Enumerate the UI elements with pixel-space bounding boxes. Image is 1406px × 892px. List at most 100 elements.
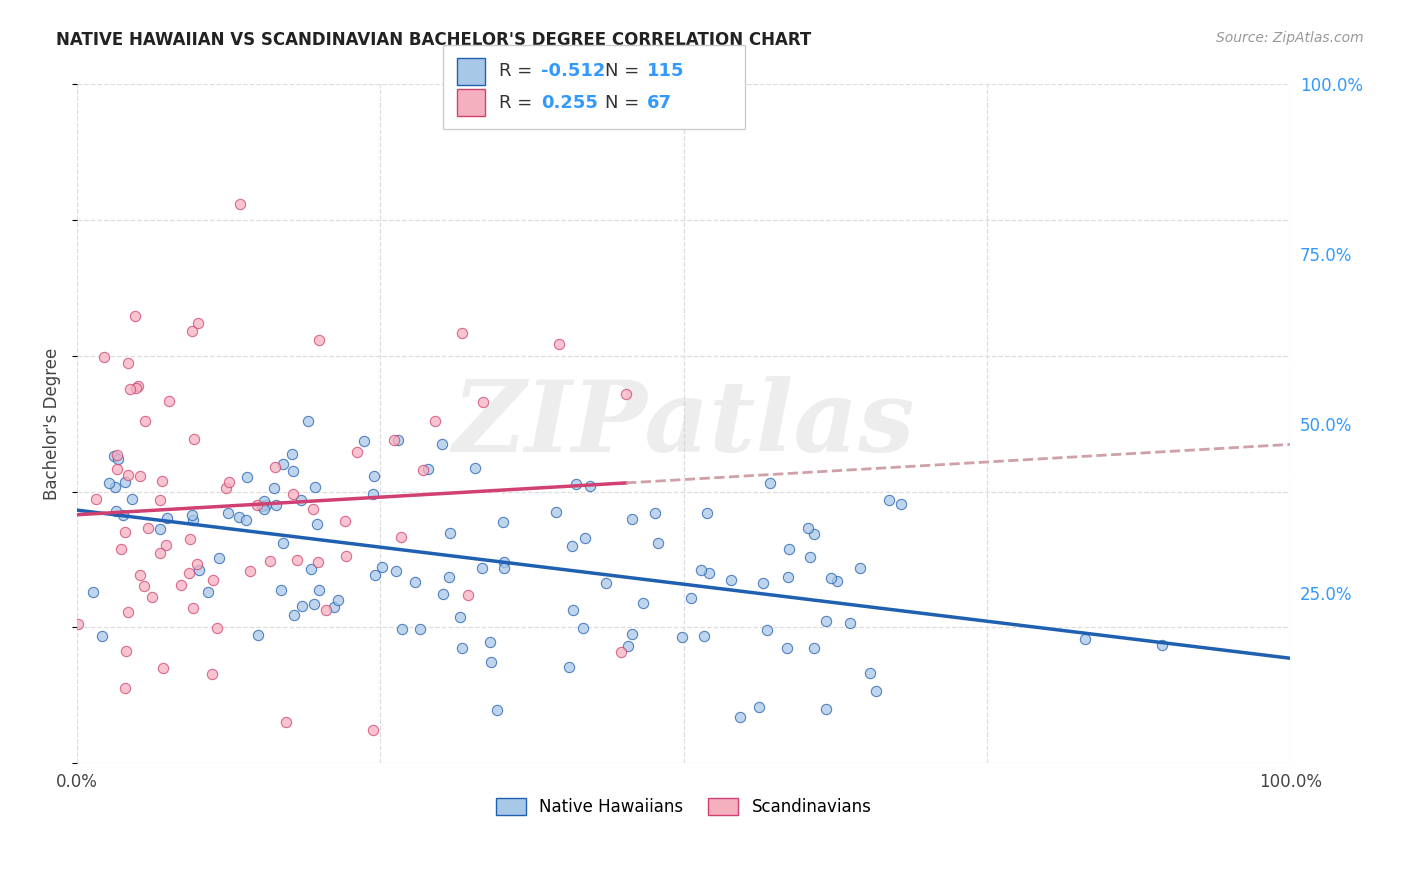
- Point: [273, 536, 295, 550]
- Point: [228, 510, 250, 524]
- Point: [382, 433, 405, 447]
- Point: [890, 497, 912, 511]
- Point: [105, 449, 128, 463]
- Point: [361, 723, 384, 737]
- Point: [107, 452, 129, 467]
- Point: [849, 561, 872, 575]
- Point: [471, 560, 494, 574]
- Point: [307, 555, 329, 569]
- Point: [815, 702, 838, 716]
- Point: [877, 493, 900, 508]
- Point: [263, 481, 285, 495]
- Point: [115, 643, 138, 657]
- Point: [814, 614, 837, 628]
- Point: [315, 603, 337, 617]
- Point: [820, 571, 842, 585]
- Point: [647, 536, 669, 550]
- Point: [486, 703, 509, 717]
- Text: 0.255: 0.255: [541, 94, 598, 112]
- Point: [418, 461, 440, 475]
- Point: [696, 506, 718, 520]
- Point: [562, 603, 585, 617]
- Point: [478, 635, 501, 649]
- Point: [125, 382, 148, 396]
- Text: R =: R =: [499, 62, 538, 80]
- Point: [91, 629, 114, 643]
- Point: [202, 573, 225, 587]
- Point: [259, 554, 281, 568]
- Point: [281, 447, 304, 461]
- Point: [105, 462, 128, 476]
- Point: [250, 500, 273, 514]
- Point: [803, 640, 825, 655]
- Point: [548, 337, 571, 351]
- Point: [616, 639, 638, 653]
- Point: [371, 560, 394, 574]
- Point: [333, 514, 356, 528]
- Point: [283, 608, 305, 623]
- Point: [387, 433, 409, 447]
- Point: [188, 563, 211, 577]
- Point: [644, 506, 666, 520]
- Point: [574, 531, 596, 545]
- Point: [111, 508, 134, 522]
- Text: 67: 67: [647, 94, 672, 112]
- Point: [236, 470, 259, 484]
- Point: [492, 561, 515, 575]
- Point: [218, 475, 240, 490]
- Point: [752, 576, 775, 591]
- Point: [186, 558, 208, 572]
- Point: [859, 665, 882, 680]
- Point: [82, 585, 104, 599]
- Point: [179, 532, 201, 546]
- Point: [557, 659, 579, 673]
- Point: [117, 356, 139, 370]
- Point: [425, 414, 447, 428]
- Point: [492, 555, 515, 569]
- Point: [335, 549, 357, 563]
- Point: [239, 565, 262, 579]
- Point: [439, 526, 461, 541]
- Point: [346, 444, 368, 458]
- Point: [304, 480, 326, 494]
- Text: ZIPatlas: ZIPatlas: [453, 376, 915, 472]
- Point: [235, 513, 257, 527]
- Point: [308, 333, 330, 347]
- Point: [247, 628, 270, 642]
- Point: [621, 512, 644, 526]
- Point: [183, 433, 205, 447]
- Point: [217, 506, 239, 520]
- Point: [561, 539, 583, 553]
- Point: [361, 487, 384, 501]
- Point: [620, 627, 643, 641]
- Point: [302, 598, 325, 612]
- Point: [84, 492, 107, 507]
- Point: [290, 492, 312, 507]
- Point: [803, 527, 825, 541]
- Point: [270, 582, 292, 597]
- Point: [326, 593, 349, 607]
- Point: [127, 379, 149, 393]
- Point: [150, 474, 173, 488]
- Point: [409, 622, 432, 636]
- Point: [301, 502, 323, 516]
- Point: [322, 599, 344, 614]
- Point: [67, 616, 90, 631]
- Point: [97, 475, 120, 490]
- Point: [129, 568, 152, 582]
- Point: [457, 588, 479, 602]
- Point: [759, 475, 782, 490]
- Text: -0.512: -0.512: [541, 62, 606, 80]
- Point: [159, 394, 181, 409]
- Point: [472, 395, 495, 409]
- Point: [755, 624, 778, 638]
- Point: [430, 437, 453, 451]
- Point: [114, 524, 136, 539]
- Point: [128, 468, 150, 483]
- Text: R =: R =: [499, 94, 538, 112]
- Point: [492, 515, 515, 529]
- Point: [253, 494, 276, 508]
- Legend: Native Hawaiians, Scandinavians: Native Hawaiians, Scandinavians: [489, 791, 879, 822]
- Point: [799, 549, 821, 564]
- Point: [353, 434, 375, 449]
